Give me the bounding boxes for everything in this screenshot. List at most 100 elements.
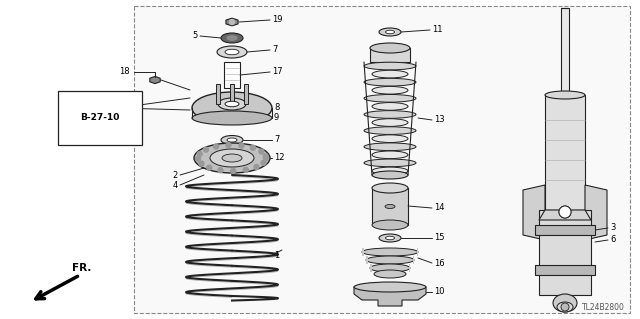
Ellipse shape	[364, 111, 416, 118]
Ellipse shape	[194, 143, 270, 173]
Text: 12: 12	[274, 153, 285, 162]
Ellipse shape	[192, 92, 272, 124]
Text: 13: 13	[434, 115, 445, 124]
Ellipse shape	[379, 234, 401, 242]
Ellipse shape	[366, 256, 414, 264]
Bar	[230, 84, 234, 104]
Bar	[244, 84, 248, 104]
Ellipse shape	[218, 98, 246, 110]
Circle shape	[204, 147, 209, 152]
Ellipse shape	[217, 46, 247, 58]
Circle shape	[199, 161, 204, 166]
Ellipse shape	[557, 302, 573, 312]
Ellipse shape	[222, 154, 242, 162]
Ellipse shape	[372, 220, 408, 230]
Text: 10: 10	[434, 287, 445, 296]
Circle shape	[239, 143, 244, 148]
Circle shape	[243, 167, 248, 172]
Text: 6: 6	[610, 235, 616, 244]
Text: 14: 14	[434, 204, 445, 212]
Circle shape	[207, 165, 212, 170]
Circle shape	[226, 143, 231, 148]
Circle shape	[559, 206, 571, 218]
Ellipse shape	[372, 135, 408, 143]
Text: FR.: FR.	[72, 263, 92, 273]
Ellipse shape	[192, 111, 272, 125]
Text: 15: 15	[434, 234, 445, 242]
Ellipse shape	[364, 94, 416, 102]
Ellipse shape	[364, 143, 416, 151]
Text: 19: 19	[272, 16, 282, 25]
Bar	[362, 248, 364, 256]
Text: 17: 17	[272, 68, 283, 77]
Text: 9: 9	[274, 114, 279, 122]
Ellipse shape	[372, 103, 408, 110]
Text: 1: 1	[274, 250, 279, 259]
Ellipse shape	[227, 138, 237, 142]
Ellipse shape	[385, 30, 394, 34]
Ellipse shape	[354, 282, 426, 292]
Circle shape	[261, 160, 266, 165]
Text: TL24B2800: TL24B2800	[582, 303, 625, 313]
Polygon shape	[226, 18, 238, 26]
Ellipse shape	[225, 49, 239, 55]
Text: 3: 3	[610, 224, 616, 233]
Text: 4: 4	[173, 181, 178, 189]
Text: 2: 2	[173, 170, 178, 180]
Circle shape	[259, 149, 264, 154]
Bar	[417, 248, 418, 256]
Bar	[366, 256, 367, 264]
Ellipse shape	[379, 28, 401, 36]
Circle shape	[230, 19, 234, 25]
Ellipse shape	[362, 248, 418, 256]
Ellipse shape	[372, 70, 408, 78]
Bar	[535, 225, 595, 235]
Polygon shape	[354, 287, 426, 306]
Ellipse shape	[372, 183, 408, 193]
Polygon shape	[150, 76, 160, 84]
Bar	[134, 6, 630, 313]
Bar	[372, 188, 408, 225]
Ellipse shape	[553, 294, 577, 312]
Circle shape	[214, 144, 218, 149]
Ellipse shape	[374, 270, 406, 278]
Text: 11: 11	[432, 26, 442, 34]
Polygon shape	[539, 210, 591, 220]
Ellipse shape	[545, 91, 585, 99]
Ellipse shape	[370, 43, 410, 53]
Text: 8: 8	[274, 103, 280, 113]
Ellipse shape	[227, 36, 237, 40]
Ellipse shape	[221, 33, 243, 43]
Circle shape	[561, 303, 569, 311]
Circle shape	[559, 206, 571, 218]
Ellipse shape	[364, 62, 416, 70]
Circle shape	[264, 155, 269, 160]
Text: 7: 7	[272, 46, 277, 55]
Ellipse shape	[385, 236, 394, 240]
Bar	[408, 264, 410, 272]
Circle shape	[263, 154, 268, 159]
Ellipse shape	[372, 86, 408, 94]
Polygon shape	[523, 185, 545, 240]
Ellipse shape	[372, 151, 408, 159]
Ellipse shape	[225, 101, 239, 107]
Polygon shape	[585, 185, 607, 240]
Text: 7: 7	[274, 136, 280, 145]
Ellipse shape	[372, 171, 408, 179]
Ellipse shape	[221, 136, 243, 145]
Ellipse shape	[372, 167, 408, 175]
Bar	[370, 264, 371, 272]
Bar	[216, 84, 220, 104]
Bar	[539, 210, 591, 295]
Circle shape	[197, 152, 202, 157]
Circle shape	[250, 145, 255, 150]
Bar	[370, 48, 410, 62]
Text: 18: 18	[120, 68, 130, 77]
Ellipse shape	[385, 204, 395, 209]
Bar	[413, 256, 414, 264]
Bar	[561, 8, 569, 95]
Ellipse shape	[370, 264, 410, 272]
Bar	[545, 95, 585, 210]
Text: B-27-10: B-27-10	[80, 114, 120, 122]
Circle shape	[196, 156, 200, 161]
